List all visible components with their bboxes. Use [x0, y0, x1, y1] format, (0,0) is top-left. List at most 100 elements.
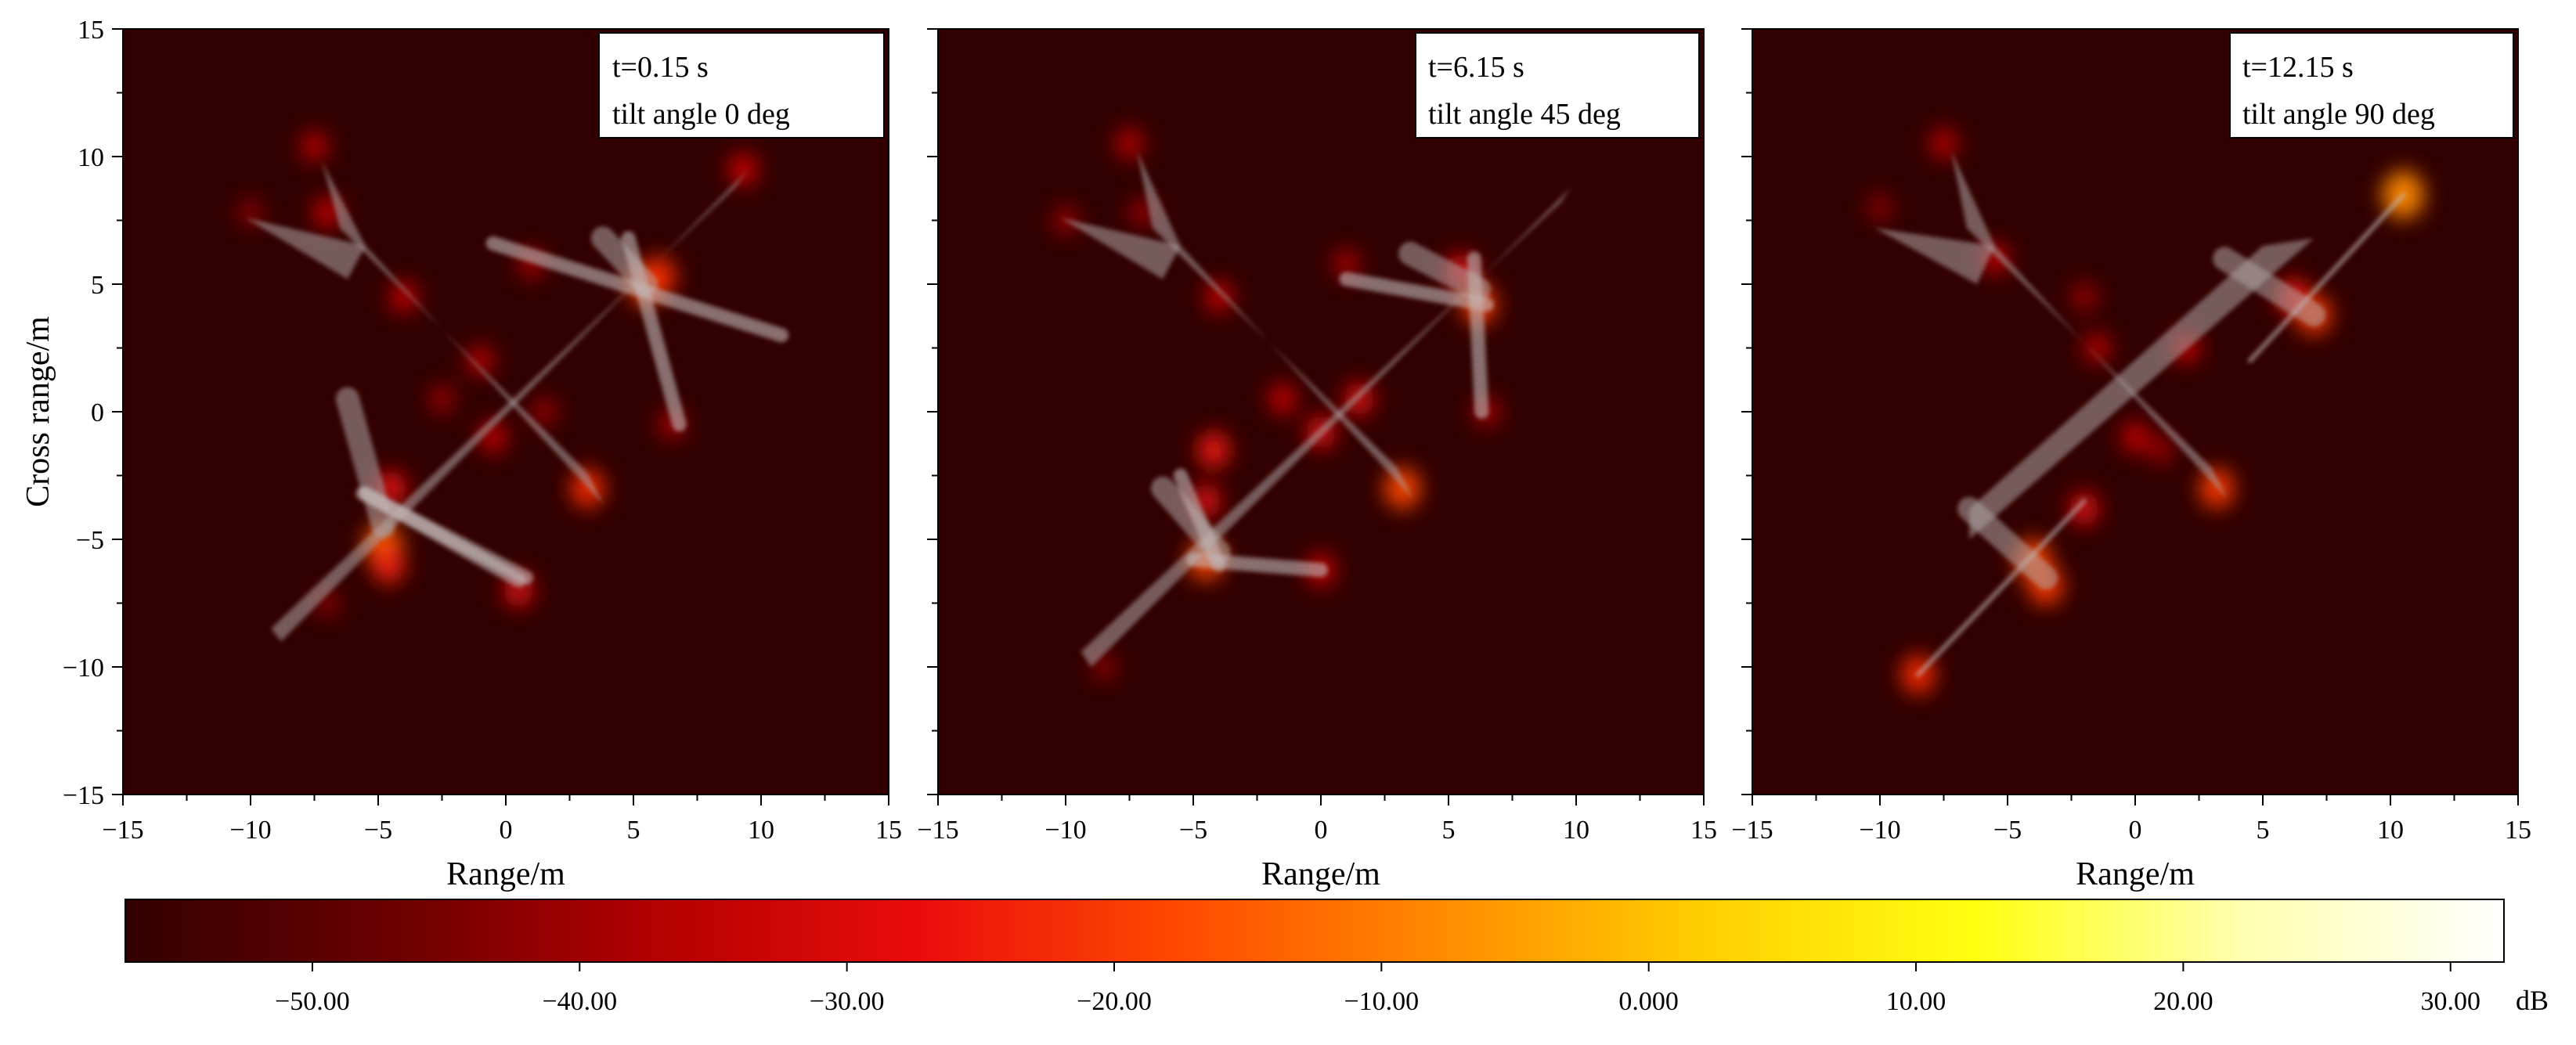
aircraft-model [1060, 151, 1571, 667]
legend-time: t=6.15 s [1428, 51, 1524, 84]
colorbar-unit: dB [2516, 985, 2549, 1016]
rotor-blade [1915, 499, 2087, 677]
x-tick-label: 15 [2505, 816, 2531, 845]
x-axis-title: Range/m [1261, 856, 1380, 892]
hotspot [2072, 283, 2097, 312]
hotspot [1930, 128, 1957, 160]
x-tick-label: 0 [1315, 816, 1328, 845]
colorbar-gradient [124, 899, 2505, 963]
main-wing [1969, 238, 2314, 539]
aircraft-model [1874, 151, 2406, 677]
hotspot [1384, 467, 1421, 510]
y-tick-label: −15 [63, 781, 104, 810]
legend-time: t=0.15 s [612, 51, 709, 84]
y-tick-label: 0 [91, 398, 104, 427]
hotspot [467, 345, 494, 377]
plot-area [938, 29, 1704, 795]
rotor-blade [1467, 251, 1489, 419]
x-tick-label: 15 [1690, 816, 1717, 845]
x-axis-title: Range/m [446, 856, 565, 892]
hotspot [1867, 193, 1892, 222]
legend-tilt-angle: tilt angle 90 deg [2242, 98, 2435, 131]
hotspot [570, 468, 605, 508]
x-tick-label: 0 [500, 816, 513, 845]
hotspot [1204, 280, 1233, 313]
panel-tilt-90: −15 −10 −5 0 5 10 15 t=12.15 s tilt angle 90 d… [1731, 28, 2531, 892]
fuselage [1951, 151, 2228, 499]
plot-area [1752, 29, 2518, 795]
y-tick-label: −5 [76, 526, 104, 555]
fuselage [322, 161, 603, 504]
legend-tilt-angle: tilt angle 0 deg [612, 98, 790, 131]
rotor-blade [358, 486, 526, 588]
legend-time: t=12.15 s [2242, 51, 2354, 84]
tail-wing [245, 218, 366, 279]
axes: −15 −10 −5 0 5 10 15 [917, 28, 1717, 845]
panel-tilt-45: −15 −10 −5 0 5 10 15 t=6.15 s tilt angle 45 de… [917, 28, 1717, 892]
colorbar-tick-label: −30.00 [810, 987, 885, 1016]
x-tick-label: 10 [2377, 816, 2404, 845]
hotspot [1268, 383, 1297, 416]
x-tick-label: 10 [1563, 816, 1589, 845]
colorbar-tick-label: 30.00 [2420, 987, 2480, 1016]
y-axis-title: Cross range/m [20, 316, 56, 507]
hotspot [728, 153, 758, 186]
legend-box: t=6.15 s tilt angle 45 deg [1415, 32, 1700, 139]
nacelle [1957, 496, 2058, 589]
hotspot [429, 384, 455, 413]
legend-tilt-angle: tilt angle 45 deg [1428, 98, 1621, 131]
hotspot [238, 199, 263, 227]
rotor-blade [1339, 272, 1494, 312]
axes: −15 −10 −5 0 5 10 15 15 10 5 0 −5 −10 −15 [63, 16, 902, 845]
hotspot [1116, 128, 1143, 160]
y-tick-label: 15 [78, 16, 104, 45]
hotspot [2084, 332, 2111, 364]
colorbar: −50.00 −40.00 −30.00 −20.00 −10.00 0.000 10.00… [124, 899, 2549, 1016]
nacelle [1398, 241, 1492, 301]
hotspot [301, 131, 328, 162]
axes: −15 −10 −5 0 5 10 15 [1731, 28, 2531, 845]
colorbar-tick-label: −10.00 [1344, 987, 1419, 1016]
colorbar-tick-label: −20.00 [1077, 987, 1152, 1016]
hotspot [389, 280, 418, 313]
hotspot [371, 546, 406, 584]
x-tick-label: −15 [102, 816, 143, 845]
colorbar-tick-label: −40.00 [542, 987, 617, 1016]
x-tick-label: −10 [229, 816, 271, 845]
hotspot [532, 397, 557, 427]
legend-box: t=12.15 s tilt angle 90 deg [2229, 32, 2514, 139]
colorbar-tick-label: 20.00 [2153, 987, 2213, 1016]
x-tick-label: −15 [1731, 816, 1773, 845]
x-tick-label: −5 [364, 816, 392, 845]
aircraft-model [245, 161, 789, 642]
x-axis-title: Range/m [2076, 856, 2195, 892]
x-tick-label: −10 [1044, 816, 1086, 845]
colorbar-ticks: −50.00 −40.00 −30.00 −20.00 −10.00 0.000 10.00… [275, 962, 2480, 1016]
panel-tilt-0: −15 −10 −5 0 5 10 15 15 10 5 0 −5 −10 −15 t=0.15 s ti… [20, 16, 902, 892]
y-tick-label: −10 [63, 654, 104, 683]
hotspot [2121, 421, 2149, 454]
x-tick-label: 15 [875, 816, 902, 845]
rotor-blade [1173, 468, 1226, 572]
rotor-blade [621, 231, 687, 432]
hotspot [1333, 249, 1360, 279]
y-tick-label: 10 [78, 143, 104, 172]
hotspot [2069, 491, 2099, 526]
tail-wing [1874, 228, 1995, 284]
x-tick-label: 5 [2257, 816, 2270, 845]
hotspot [2199, 467, 2235, 509]
hotspot [1091, 653, 1116, 681]
x-tick-label: 5 [1442, 816, 1456, 845]
y-tick-label: 5 [91, 271, 104, 300]
x-tick-label: −15 [917, 816, 958, 845]
colorbar-tick-label: −50.00 [275, 987, 350, 1016]
x-tick-label: 5 [627, 816, 640, 845]
rotor-blade [2247, 192, 2406, 363]
x-tick-label: 10 [748, 816, 774, 845]
x-tick-label: −5 [1179, 816, 1207, 845]
x-tick-label: −5 [1993, 816, 2022, 845]
hotspot [2148, 435, 2174, 464]
colorbar-tick-label: 10.00 [1886, 987, 1946, 1016]
fuselage [1137, 151, 1413, 499]
